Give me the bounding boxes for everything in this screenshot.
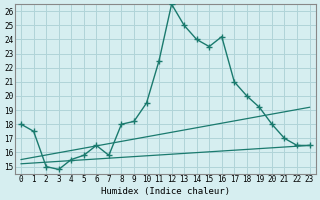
X-axis label: Humidex (Indice chaleur): Humidex (Indice chaleur) [101, 187, 230, 196]
